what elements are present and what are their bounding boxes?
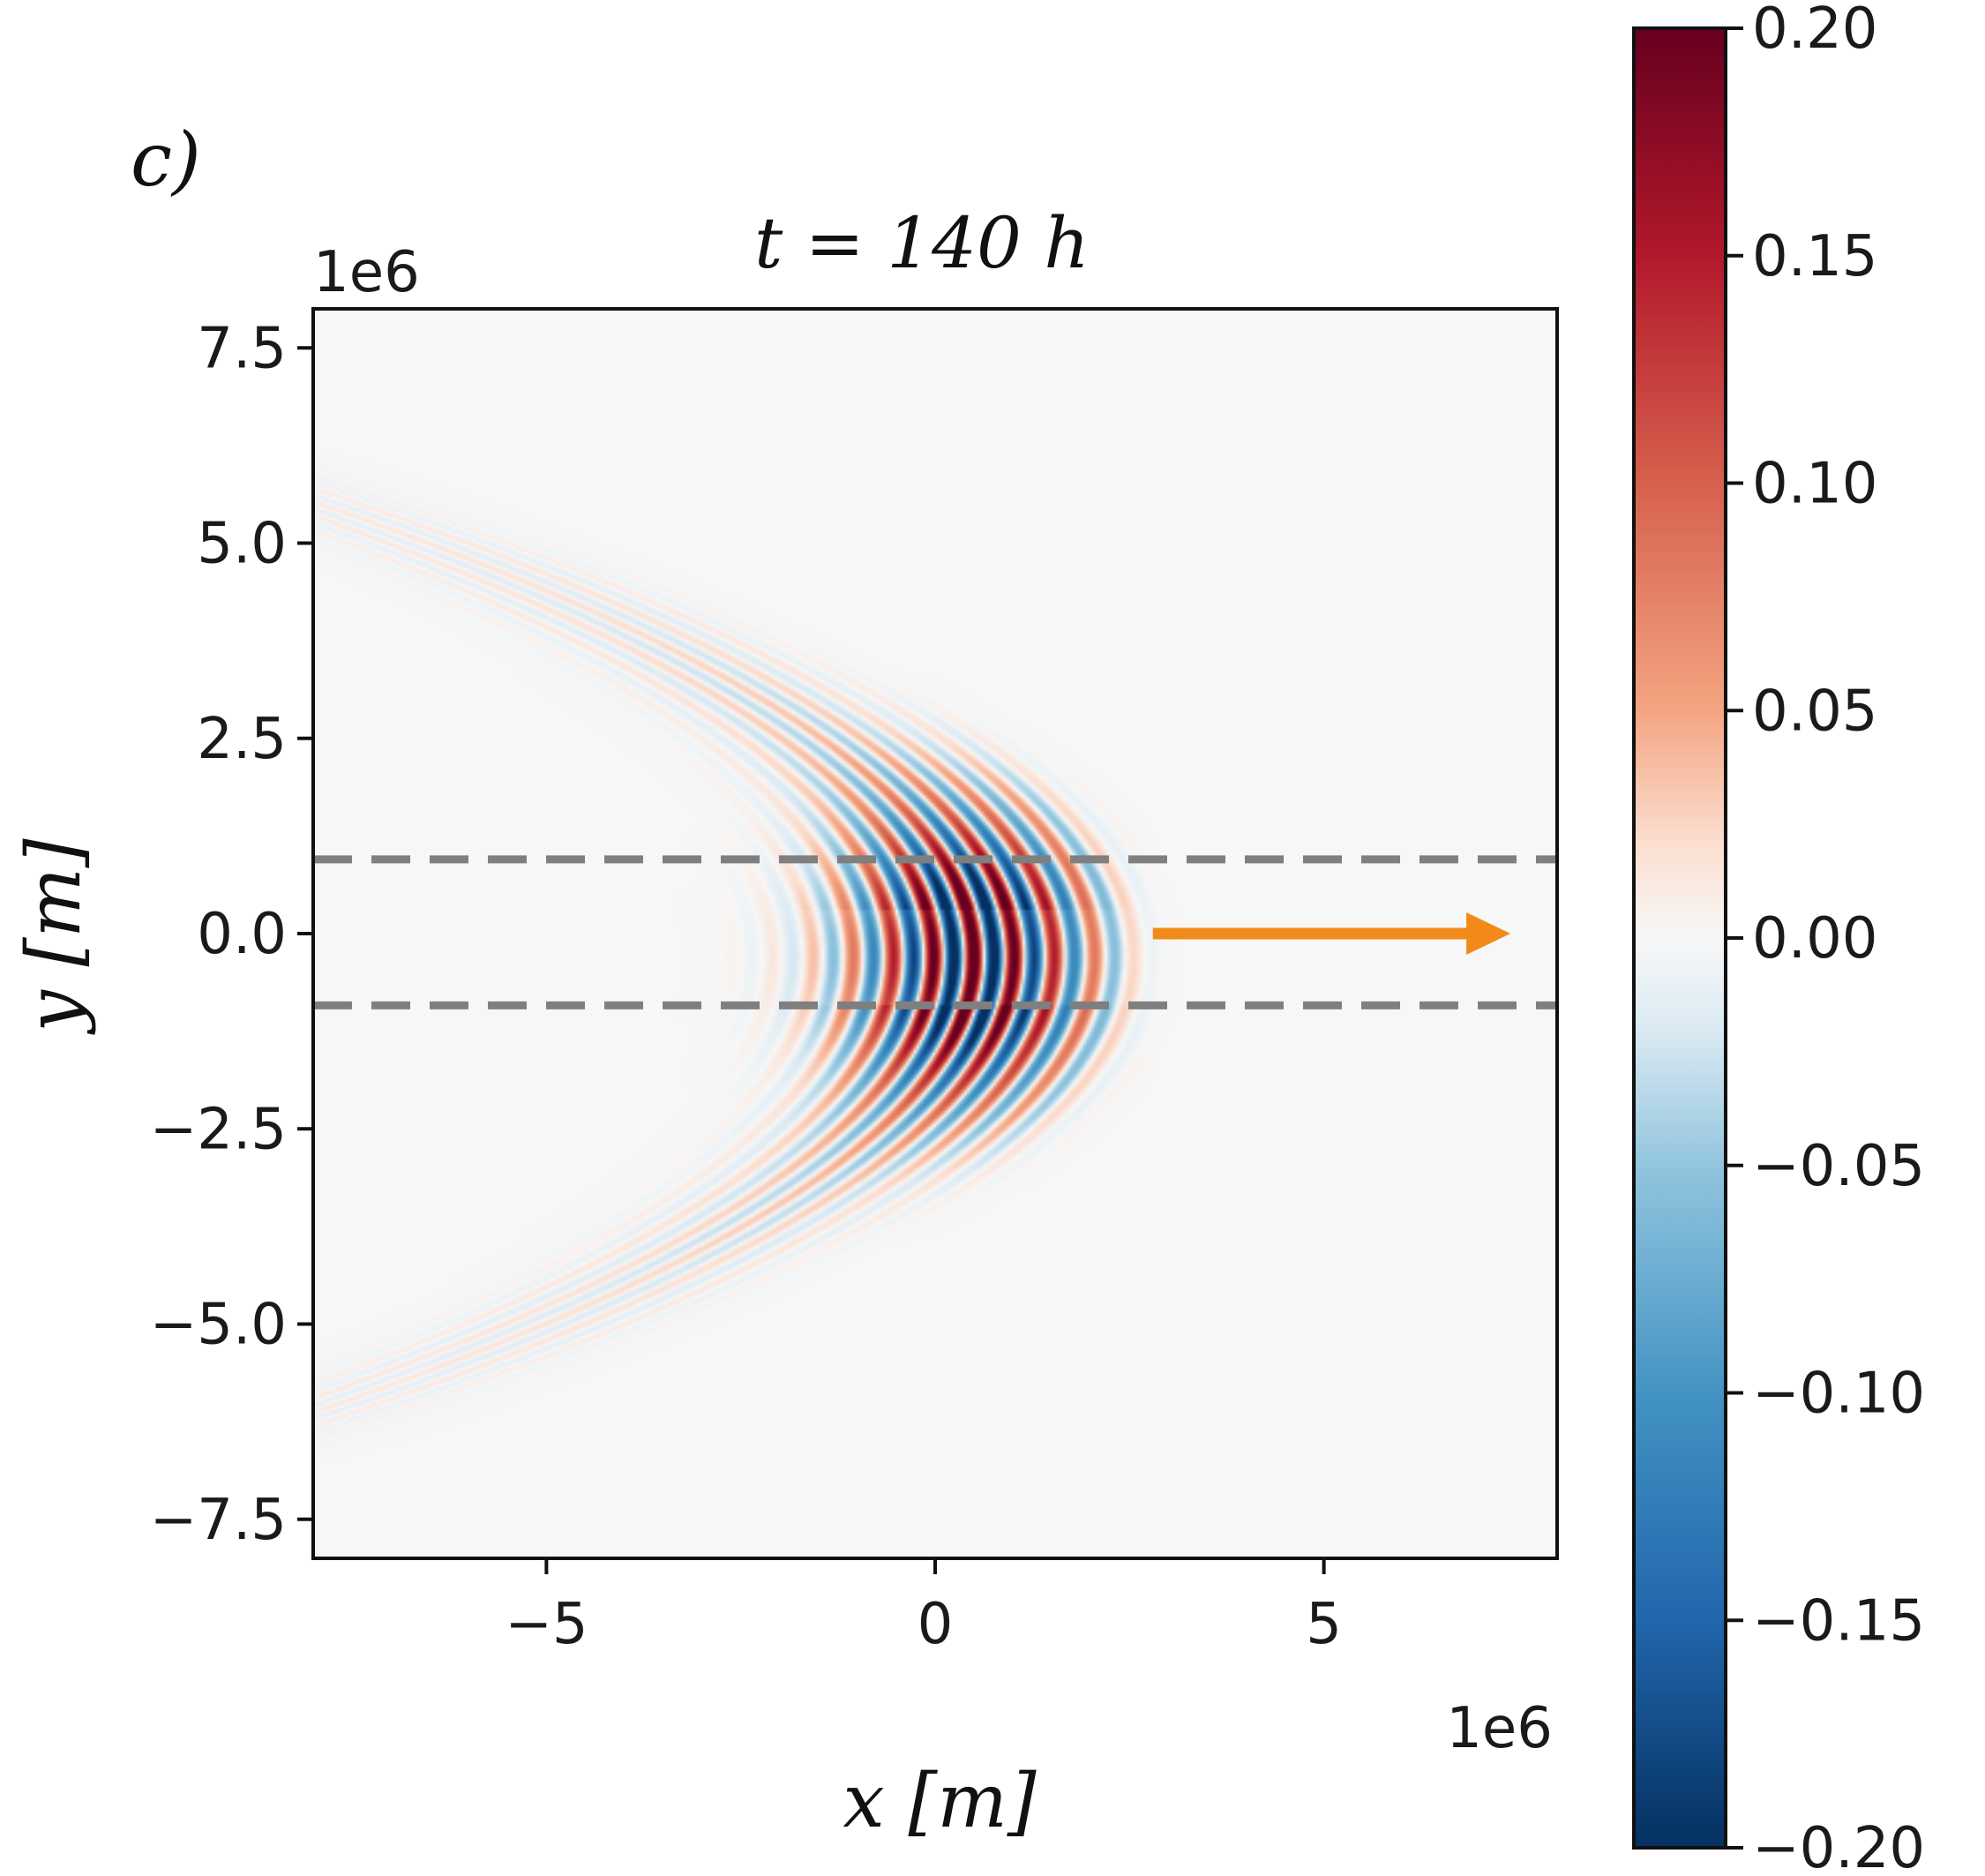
colorbar-tick-label: 0.05 (1752, 679, 1878, 744)
colorbar-tick-label: 0.15 (1752, 224, 1878, 289)
panel-label: c) (131, 116, 201, 203)
x-tick-label: −5 (505, 1592, 588, 1657)
colorbar-tick-label: −0.05 (1752, 1134, 1925, 1199)
y-tick-label: 7.5 (197, 316, 287, 381)
colorbar-tick-label: 0.20 (1752, 0, 1878, 62)
x-tick-label: 0 (918, 1592, 954, 1657)
chart-title: t = 140 h (754, 202, 1090, 284)
y-tick-label: 5.0 (197, 512, 287, 577)
x-ticks: −5 0 5 (505, 1558, 1342, 1657)
y-ticks: 7.5 5.0 2.5 0.0 −2.5 −5.0 −7.5 (150, 316, 313, 1553)
colorbar-tick-label: −0.15 (1752, 1588, 1925, 1654)
y-tick-label: −7.5 (150, 1488, 287, 1553)
y-tick-label: −2.5 (150, 1097, 287, 1162)
y-offset-text: 1e6 (313, 240, 420, 305)
y-tick-label: 2.5 (197, 707, 287, 772)
colorbar-tick-label: −0.10 (1752, 1362, 1925, 1427)
y-axis-label: y [m] (11, 838, 97, 1036)
colorbar-tick-label: 0.10 (1752, 452, 1878, 517)
arrow-head (1466, 912, 1511, 955)
colorbar-tick-label: −0.20 (1752, 1816, 1925, 1876)
overlay-group (313, 855, 1557, 1009)
colorbar (1632, 26, 1727, 1850)
y-tick-label: 0.0 (197, 902, 287, 967)
colorbar-tick-label: 0.00 (1752, 906, 1878, 972)
x-axis-label: x [m] (843, 1758, 1036, 1844)
colorbar-ticks: 0.20 0.15 0.10 0.05 0.00 −0.05 −0.10 −0.15 −0.20 (1726, 0, 1925, 1876)
y-tick-label: −5.0 (150, 1293, 287, 1358)
x-tick-label: 5 (1306, 1592, 1342, 1657)
x-offset-text: 1e6 (1446, 1696, 1553, 1761)
